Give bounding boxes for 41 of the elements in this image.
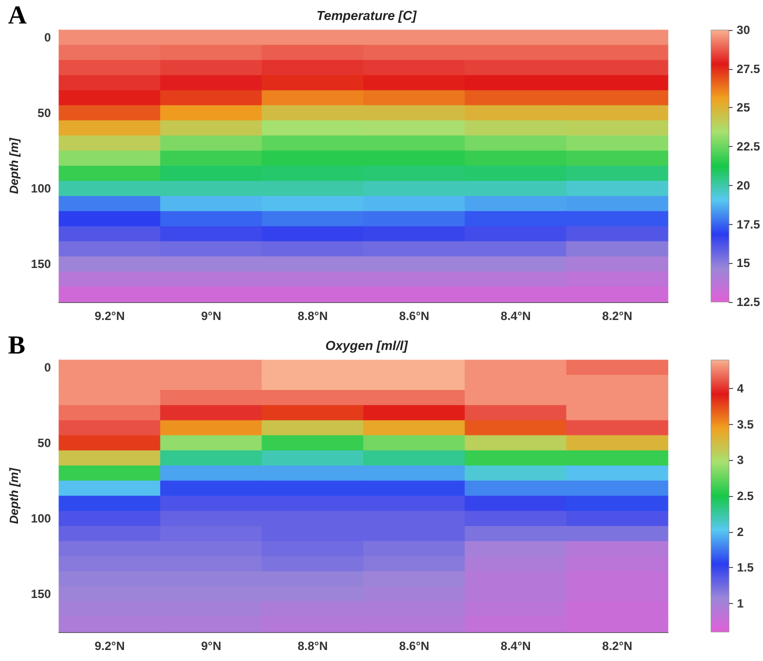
color-bar-label: 12.5	[736, 295, 760, 309]
color-bar-label: 15	[736, 256, 750, 270]
x-tick-label: 9°N	[201, 309, 222, 323]
y-tick-label: 0	[44, 30, 52, 45]
color-bar-label: 1	[737, 596, 744, 610]
chart-title: Oxygen [ml/l]	[325, 338, 408, 353]
color-bar-label: 27.5	[736, 62, 760, 76]
text: A	[8, 0, 27, 30]
x-tick-label: 8.6°N	[399, 309, 430, 323]
x-tick-label: 8.4°N	[500, 639, 531, 653]
y-tick-label: 50	[38, 436, 52, 450]
color-bar-label: 17.5	[736, 217, 760, 232]
y-tick-label: 150	[30, 257, 52, 272]
color-bar-label: 3	[737, 453, 744, 468]
color-bar-label: 22.5	[736, 140, 760, 154]
y-tick-label: 0	[44, 360, 52, 375]
x-tick-label: 9.2°N	[94, 639, 125, 653]
color-bar-label: 20	[736, 178, 750, 192]
x-tick-label: 8.8°N	[298, 309, 328, 323]
color-bar-label: 4	[737, 382, 744, 396]
x-tick-label: 8.6°N	[399, 639, 430, 653]
x-tick-label: 8.2°N	[602, 309, 632, 323]
y-axis-title: Depth [m]	[7, 467, 21, 524]
color-bar-label: 25	[736, 100, 750, 115]
x-tick-label: 8.8°N	[298, 639, 328, 653]
color-bar-label: 2.5	[737, 489, 754, 503]
y-axis-title: Depth [m]	[7, 137, 21, 194]
color-bar-label: 30	[736, 23, 750, 37]
y-tick-label: 100	[30, 182, 52, 196]
chart-title: Temperature [C]	[316, 8, 418, 23]
y-tick-label: 150	[30, 587, 52, 602]
x-tick-label: 9.2°N	[94, 309, 125, 323]
x-tick-label: 8.2°N	[602, 639, 632, 653]
color-bar-label: 2	[737, 524, 744, 539]
y-tick-label: 100	[30, 512, 52, 526]
x-tick-label: 8.4°N	[500, 309, 531, 323]
y-tick-label: 50	[38, 106, 52, 120]
color-bar-label: 3.5	[737, 417, 754, 432]
text: B	[8, 330, 26, 360]
x-tick-label: 9°N	[201, 639, 222, 653]
color-bar-label: 1.5	[737, 560, 754, 575]
